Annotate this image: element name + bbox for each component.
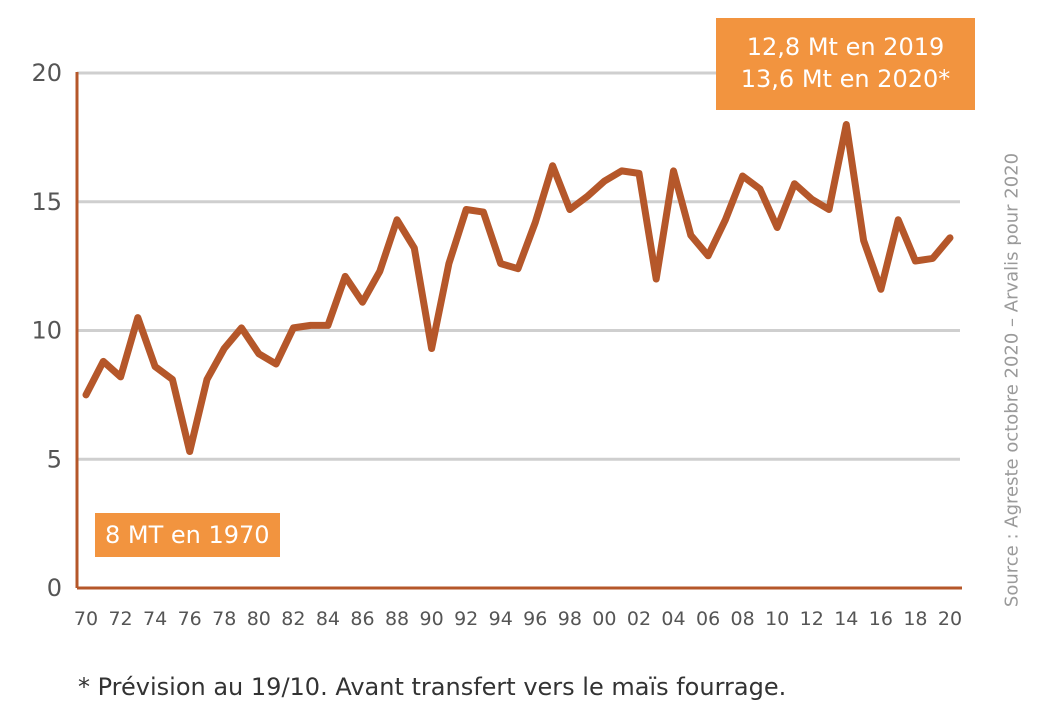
series-group xyxy=(82,121,954,455)
x-tick-label: 90 xyxy=(420,608,444,630)
x-tick-label: 10 xyxy=(765,608,789,630)
production-series-line xyxy=(82,121,954,455)
x-tick-label: 00 xyxy=(592,608,616,630)
x-tick-label: 12 xyxy=(800,608,824,630)
footnote: * Prévision au 19/10. Avant transfert ve… xyxy=(78,673,787,701)
x-tick-label: 16 xyxy=(869,608,893,630)
y-tick-label: 5 xyxy=(47,445,62,473)
y-axis-ticks: 0 5 10 15 20 xyxy=(31,59,62,602)
source-note: Source : Agreste octobre 2020 – Arvalis … xyxy=(1001,152,1023,608)
x-tick-label: 76 xyxy=(178,608,202,630)
x-tick-label: 94 xyxy=(489,608,513,630)
annotation-1970-text: 8 MT en 1970 xyxy=(105,521,270,549)
x-tick-label: 98 xyxy=(558,608,582,630)
x-tick-label: 02 xyxy=(627,608,651,630)
annotation-1970-badge: 8 MT en 1970 xyxy=(95,513,280,557)
x-tick-label: 78 xyxy=(212,608,236,630)
x-tick-label: 84 xyxy=(316,608,340,630)
x-tick-label: 86 xyxy=(350,608,374,630)
x-tick-label: 72 xyxy=(108,608,132,630)
x-tick-label: 96 xyxy=(523,608,547,630)
annotation-2020-text: 13,6 Mt en 2020* xyxy=(740,65,951,93)
x-tick-label: 18 xyxy=(903,608,927,630)
y-tick-label: 10 xyxy=(31,317,62,345)
x-tick-label: 04 xyxy=(661,608,685,630)
x-tick-label: 14 xyxy=(834,608,858,630)
x-tick-label: 82 xyxy=(281,608,305,630)
x-tick-label: 70 xyxy=(74,608,98,630)
x-tick-label: 08 xyxy=(731,608,755,630)
x-tick-label: 74 xyxy=(143,608,167,630)
annotation-2019-text: 12,8 Mt en 2019 xyxy=(746,33,945,61)
y-tick-label: 20 xyxy=(31,59,62,87)
annotation-2019-2020-badge: 12,8 Mt en 2019 13,6 Mt en 2020* xyxy=(716,18,975,110)
x-tick-label: 88 xyxy=(385,608,409,630)
x-tick-label: 80 xyxy=(247,608,271,630)
x-tick-label: 92 xyxy=(454,608,478,630)
x-tick-label: 06 xyxy=(696,608,720,630)
y-tick-label: 15 xyxy=(31,188,62,216)
x-axis-ticks: 70 72 74 76 78 80 82 84 86 88 90 92 94 96 98 00 02 04 06 08… xyxy=(74,608,962,630)
x-tick-label: 20 xyxy=(938,608,962,630)
y-tick-label: 0 xyxy=(47,574,62,602)
